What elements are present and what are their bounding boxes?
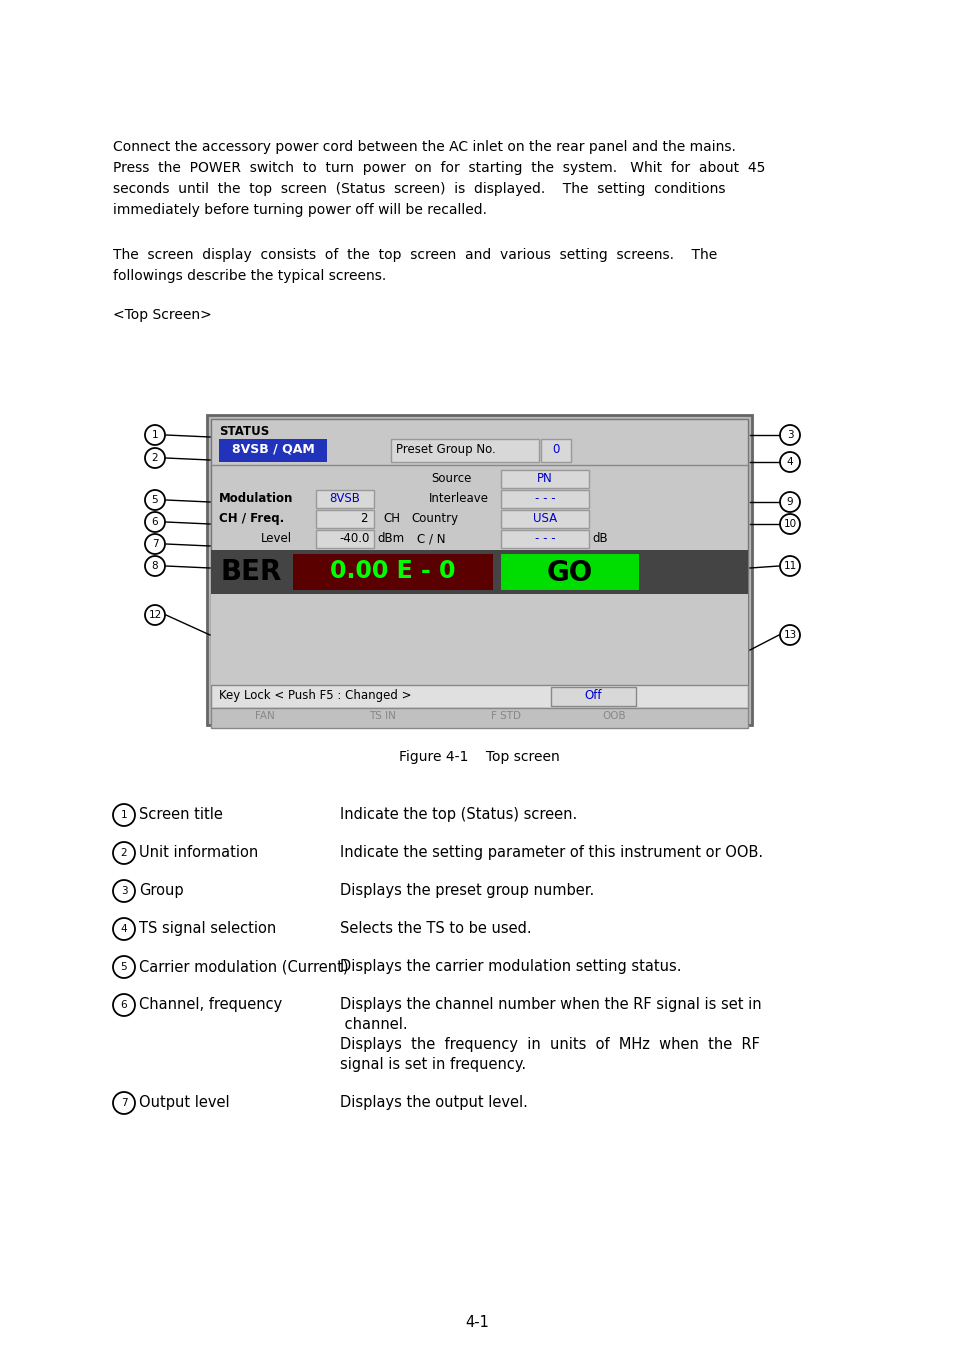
Text: USA: USA — [533, 512, 557, 526]
Text: Level: Level — [261, 532, 292, 544]
Text: 7: 7 — [152, 539, 158, 549]
FancyBboxPatch shape — [391, 439, 538, 462]
Text: C / N: C / N — [416, 532, 445, 544]
FancyBboxPatch shape — [293, 554, 493, 590]
Text: 8VSB / QAM: 8VSB / QAM — [232, 442, 314, 455]
Text: Press  the  POWER  switch  to  turn  power  on  for  starting  the  system.   Wh: Press the POWER switch to turn power on … — [112, 161, 764, 176]
Text: <Top Screen>: <Top Screen> — [112, 308, 212, 322]
Text: Displays the preset group number.: Displays the preset group number. — [339, 884, 594, 898]
FancyBboxPatch shape — [500, 470, 588, 488]
Text: 9: 9 — [786, 497, 793, 507]
FancyBboxPatch shape — [211, 419, 747, 685]
FancyBboxPatch shape — [500, 490, 588, 508]
Text: 4: 4 — [786, 457, 793, 467]
Text: dBm: dBm — [376, 532, 404, 544]
FancyBboxPatch shape — [315, 509, 374, 528]
Text: 3: 3 — [121, 886, 127, 896]
Text: Country: Country — [411, 512, 457, 526]
Text: Preset Group No.: Preset Group No. — [395, 443, 496, 457]
FancyBboxPatch shape — [211, 550, 747, 594]
Text: The  screen  display  consists  of  the  top  screen  and  various  setting  scr: The screen display consists of the top s… — [112, 249, 717, 262]
Text: CH / Freq.: CH / Freq. — [219, 512, 284, 526]
FancyBboxPatch shape — [211, 594, 747, 685]
Text: Indicate the setting parameter of this instrument or OOB.: Indicate the setting parameter of this i… — [339, 844, 762, 861]
Text: 8VSB: 8VSB — [329, 492, 360, 505]
FancyBboxPatch shape — [211, 685, 747, 708]
Text: 5: 5 — [121, 962, 127, 971]
Text: signal is set in frequency.: signal is set in frequency. — [339, 1056, 525, 1071]
Text: Carrier modulation (Current): Carrier modulation (Current) — [139, 959, 348, 974]
Text: channel.: channel. — [339, 1017, 407, 1032]
Text: 4: 4 — [121, 924, 127, 934]
FancyBboxPatch shape — [219, 439, 327, 462]
Text: 4-1: 4-1 — [464, 1315, 489, 1329]
Text: Group: Group — [139, 884, 183, 898]
Text: PN: PN — [537, 471, 553, 485]
Text: Figure 4-1    Top screen: Figure 4-1 Top screen — [398, 750, 559, 765]
Text: 2: 2 — [360, 512, 368, 526]
Text: seconds  until  the  top  screen  (Status  screen)  is  displayed.    The  setti: seconds until the top screen (Status scr… — [112, 182, 724, 196]
Text: 11: 11 — [782, 561, 796, 571]
Text: OOB: OOB — [601, 711, 625, 721]
Text: Selects the TS to be used.: Selects the TS to be used. — [339, 921, 531, 936]
Text: STATUS: STATUS — [219, 426, 269, 438]
Text: 10: 10 — [782, 519, 796, 530]
Text: Interleave: Interleave — [429, 492, 489, 505]
Text: BER: BER — [220, 558, 281, 586]
Text: Unit information: Unit information — [139, 844, 258, 861]
Text: 12: 12 — [149, 611, 161, 620]
FancyBboxPatch shape — [211, 708, 747, 728]
Text: Screen title: Screen title — [139, 807, 223, 821]
Text: - - -: - - - — [534, 532, 555, 544]
Text: 2: 2 — [121, 848, 127, 858]
FancyBboxPatch shape — [315, 530, 374, 549]
Text: 8: 8 — [152, 561, 158, 571]
Text: -40.0: -40.0 — [339, 532, 370, 544]
Text: Source: Source — [431, 471, 471, 485]
Text: FAN: FAN — [254, 711, 274, 721]
Text: Connect the accessory power cord between the AC inlet on the rear panel and the : Connect the accessory power cord between… — [112, 141, 735, 154]
Text: 5: 5 — [152, 494, 158, 505]
FancyBboxPatch shape — [315, 490, 374, 508]
Text: F STD: F STD — [491, 711, 520, 721]
FancyBboxPatch shape — [207, 415, 751, 725]
Text: GO: GO — [546, 559, 593, 586]
Text: 1: 1 — [121, 811, 127, 820]
Text: 0: 0 — [552, 443, 559, 457]
Text: Indicate the top (Status) screen.: Indicate the top (Status) screen. — [339, 807, 577, 821]
Text: Channel, frequency: Channel, frequency — [139, 997, 282, 1012]
Text: 0.00 E - 0: 0.00 E - 0 — [330, 559, 456, 584]
FancyBboxPatch shape — [500, 530, 588, 549]
Text: - - -: - - - — [534, 492, 555, 505]
Text: CH: CH — [382, 512, 399, 526]
Text: Modulation: Modulation — [219, 492, 294, 505]
Text: dB: dB — [592, 532, 607, 544]
Text: immediately before turning power off will be recalled.: immediately before turning power off wil… — [112, 203, 486, 218]
Text: TS IN: TS IN — [369, 711, 395, 721]
Text: Key Lock < Push F5 : Changed >: Key Lock < Push F5 : Changed > — [219, 689, 411, 703]
Text: Output level: Output level — [139, 1096, 230, 1111]
Text: TS signal selection: TS signal selection — [139, 921, 276, 936]
Text: followings describe the typical screens.: followings describe the typical screens. — [112, 269, 386, 282]
Text: Displays the output level.: Displays the output level. — [339, 1096, 527, 1111]
Text: 7: 7 — [121, 1098, 127, 1108]
Text: 3: 3 — [786, 430, 793, 440]
Text: Displays the carrier modulation setting status.: Displays the carrier modulation setting … — [339, 959, 680, 974]
Text: Displays the channel number when the RF signal is set in: Displays the channel number when the RF … — [339, 997, 760, 1012]
Text: 2: 2 — [152, 453, 158, 463]
FancyBboxPatch shape — [551, 688, 636, 707]
FancyBboxPatch shape — [500, 554, 639, 590]
Text: 1: 1 — [152, 430, 158, 440]
Text: 6: 6 — [152, 517, 158, 527]
Text: Displays  the  frequency  in  units  of  MHz  when  the  RF: Displays the frequency in units of MHz w… — [339, 1038, 760, 1052]
Text: Off: Off — [584, 689, 601, 703]
FancyBboxPatch shape — [500, 509, 588, 528]
Text: 6: 6 — [121, 1000, 127, 1011]
FancyBboxPatch shape — [540, 439, 571, 462]
Text: 13: 13 — [782, 630, 796, 640]
